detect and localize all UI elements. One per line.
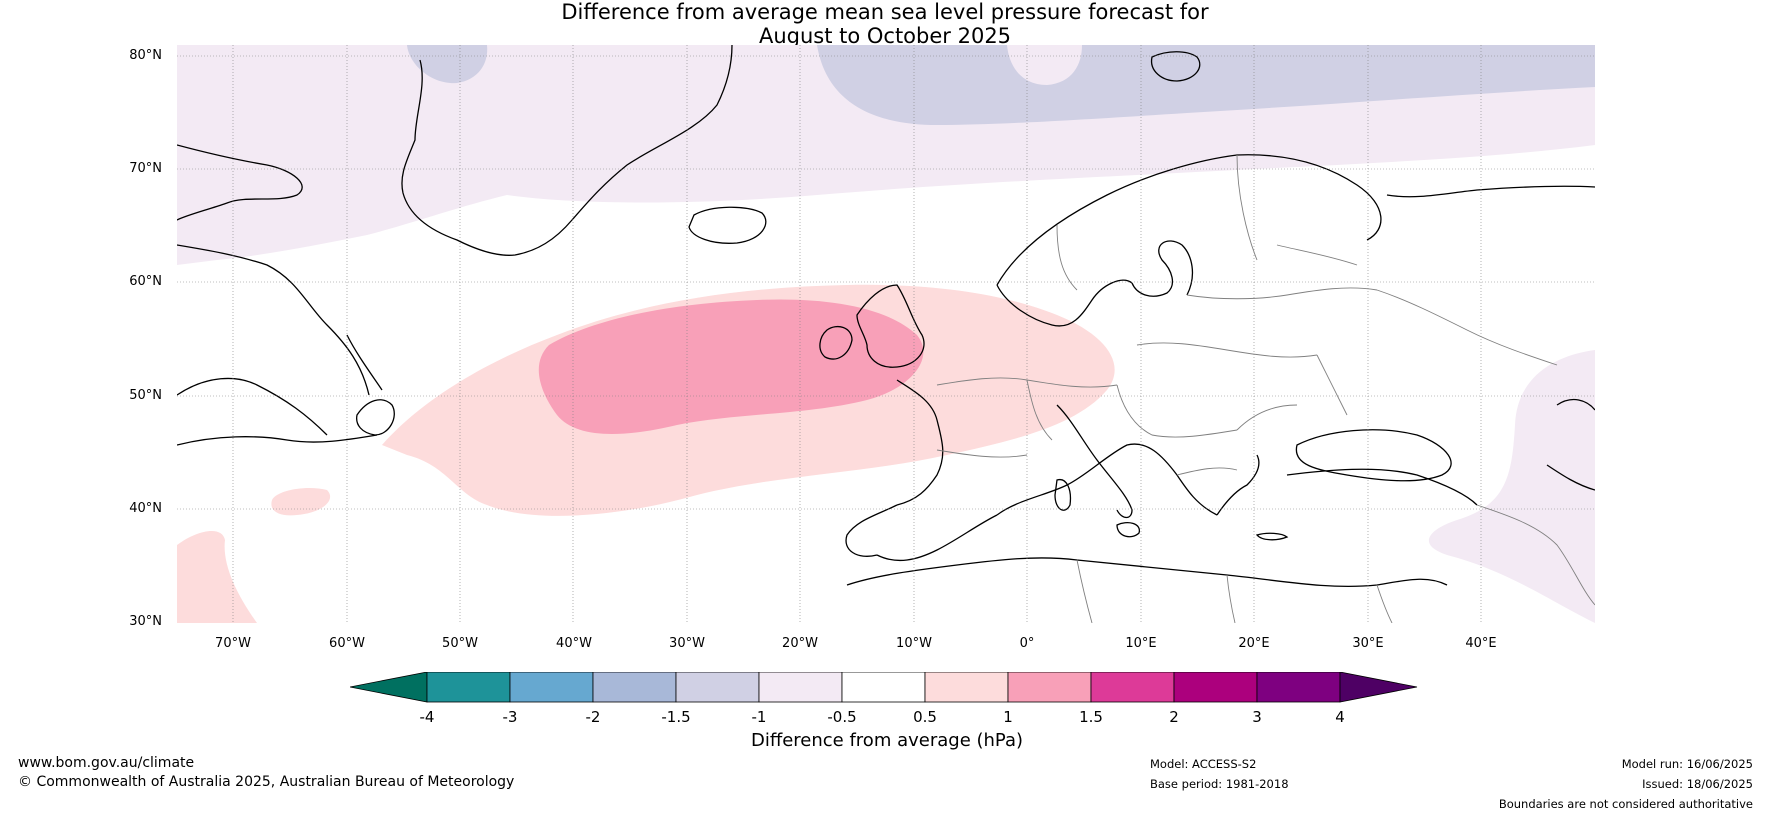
colorbar-segment <box>1090 672 1175 703</box>
lon-tick-40w: 40°W <box>556 636 592 651</box>
coastlines <box>177 45 1595 587</box>
colorbar-tick-label: -2 <box>586 708 601 726</box>
base-period-label: Base period: 1981-2018 <box>1150 777 1289 791</box>
anomaly-region-lavender-east <box>817 45 1595 125</box>
lat-tick-60n: 60°N <box>129 274 162 289</box>
country-boundaries <box>936 154 1595 623</box>
lon-tick-30e: 30°E <box>1352 636 1384 651</box>
lat-tick-40n: 40°N <box>129 501 162 516</box>
anomaly-region-pink-small-2 <box>177 530 257 623</box>
title-line-2: August to October 2025 <box>758 24 1012 48</box>
issued-label: Issued: 18/06/2025 <box>1642 777 1753 791</box>
lon-tick-60w: 60°W <box>329 636 365 651</box>
lon-tick-20e: 20°E <box>1238 636 1270 651</box>
anomaly-region-lavender-mid <box>407 45 488 84</box>
lat-tick-80n: 80°N <box>129 48 162 63</box>
colorbar-tick-label: -0.5 <box>827 708 856 726</box>
lat-tick-30n: 30°N <box>129 614 162 629</box>
colorbar-segment <box>675 672 760 703</box>
colorbar: -4 -3 -2 -1.5 -1 -0.5 0.5 1 1.5 2 3 4 Difference fr… <box>350 672 1418 751</box>
colorbar-tick-label: -1.5 <box>661 708 690 726</box>
model-run-label: Model run: 16/06/2025 <box>1621 757 1753 771</box>
colorbar-segment <box>592 672 677 703</box>
colorbar-tick-label: 3 <box>1252 708 1262 726</box>
colorbar-segment-extend-high <box>1339 672 1418 703</box>
lon-tick-20w: 20°W <box>782 636 818 651</box>
graticule <box>177 45 1595 623</box>
colorbar-segment <box>924 672 1009 703</box>
anomaly-region-lavender-se <box>1428 350 1595 623</box>
lon-tick-50w: 50°W <box>442 636 478 651</box>
pressure-map <box>177 45 1595 623</box>
website-link[interactable]: www.bom.gov.au/climate <box>18 755 195 771</box>
lon-tick-10w: 10°W <box>896 636 932 651</box>
colorbar-tick-label: -4 <box>420 708 435 726</box>
colorbar-tick-label: 4 <box>1335 708 1345 726</box>
colorbar-tick-label: 0.5 <box>913 708 937 726</box>
lat-tick-70n: 70°N <box>129 161 162 176</box>
lon-tick-0: 0° <box>1019 636 1035 651</box>
lon-tick-30w: 30°W <box>669 636 705 651</box>
title-line-1: Difference from average mean sea level p… <box>561 0 1209 24</box>
lon-tick-10e: 10°E <box>1125 636 1157 651</box>
anomaly-region-pink-small-1 <box>271 488 331 516</box>
anomaly-region-pink <box>538 299 924 435</box>
colorbar-tick-label: -3 <box>503 708 518 726</box>
copyright: © Commonwealth of Australia 2025, Austra… <box>18 774 515 790</box>
anomaly-region-lavender-lobe <box>1007 45 1082 85</box>
map-title: Difference from average mean sea level p… <box>0 0 1770 48</box>
lon-tick-40e: 40°E <box>1465 636 1497 651</box>
colorbar-tick-label: 2 <box>1169 708 1179 726</box>
lon-tick-70w: 70°W <box>215 636 251 651</box>
colorbar-segment <box>841 672 926 703</box>
colorbar-segment <box>1007 672 1092 703</box>
colorbar-segment <box>758 672 843 703</box>
colorbar-tick-label: -1 <box>752 708 767 726</box>
model-label: Model: ACCESS-S2 <box>1150 757 1257 771</box>
colorbar-segment <box>426 672 511 703</box>
colorbar-tick-label: 1.5 <box>1079 708 1103 726</box>
colorbar-label: Difference from average (hPa) <box>751 730 1023 751</box>
lat-tick-50n: 50°N <box>129 388 162 403</box>
colorbar-segment <box>1256 672 1341 703</box>
colorbar-segment <box>1173 672 1258 703</box>
colorbar-tick-label: 1 <box>1003 708 1013 726</box>
disclaimer: Boundaries are not considered authoritat… <box>1498 797 1753 811</box>
colorbar-segment <box>509 672 594 703</box>
colorbar-segment-extend-low <box>350 672 428 703</box>
